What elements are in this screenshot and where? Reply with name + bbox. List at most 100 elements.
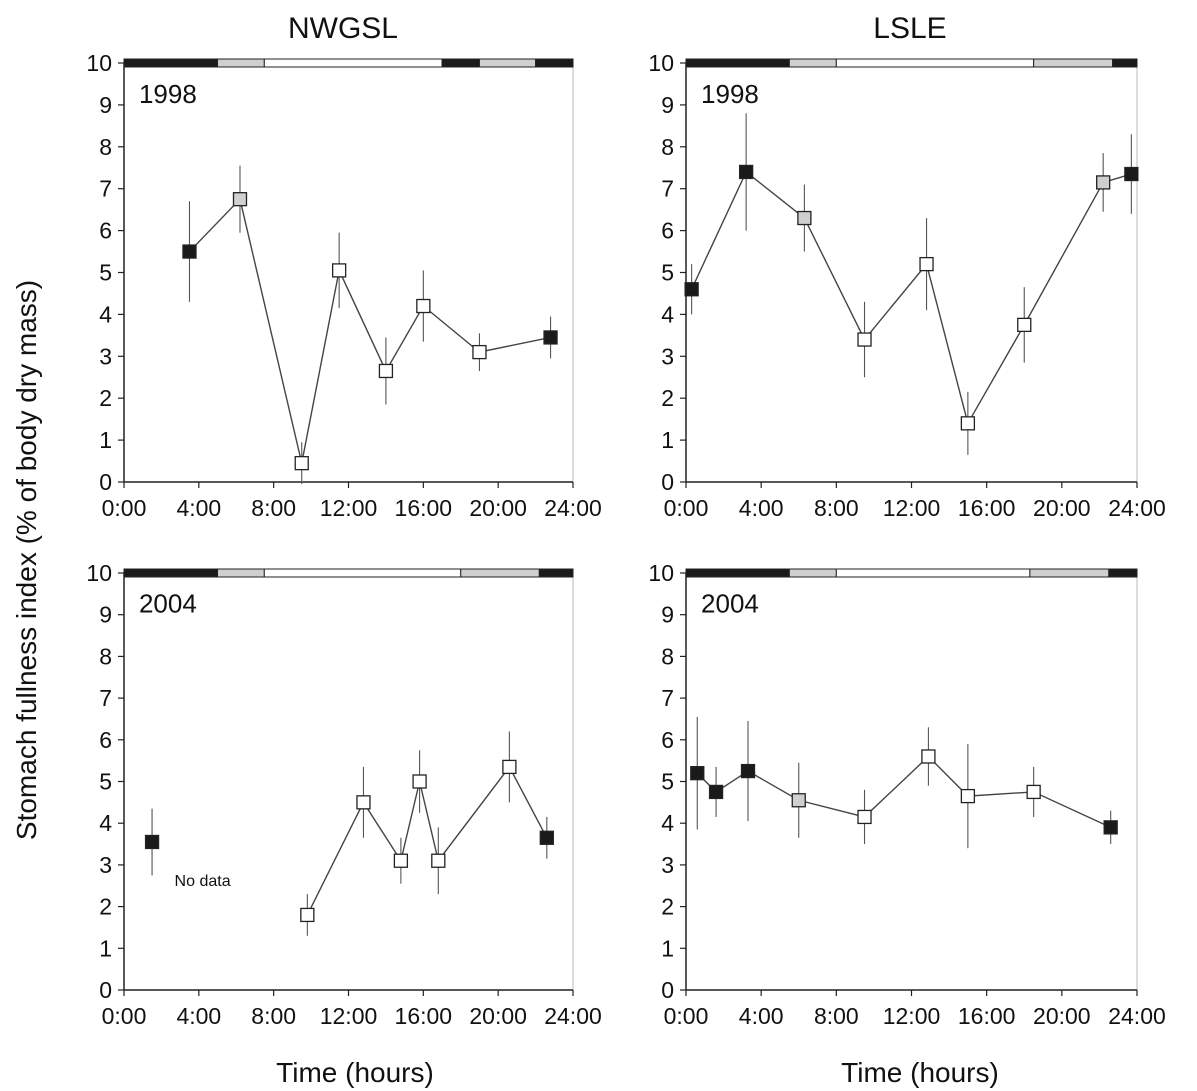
data-point bbox=[740, 165, 753, 178]
data-point bbox=[295, 457, 308, 470]
y-tick-label: 9 bbox=[661, 92, 674, 118]
light-bar-night bbox=[442, 59, 479, 67]
chart-panel-lsle-1998: 0 1 2 3 4 5 6 7 8 9 10 0:00 4:00 8:00 12:00 16:00 20:00 2… bbox=[648, 50, 1165, 521]
data-point bbox=[1104, 821, 1117, 834]
data-point bbox=[920, 258, 933, 271]
x-tick-label: 4:00 bbox=[176, 495, 221, 521]
y-tick-label: 8 bbox=[661, 134, 674, 160]
data-point bbox=[503, 760, 516, 773]
x-tick-label: 16:00 bbox=[395, 1003, 453, 1029]
y-tick-label: 1 bbox=[661, 935, 674, 961]
y-tick-label: 2 bbox=[99, 385, 112, 411]
x-axis-label-left: Time (hours) bbox=[276, 1057, 434, 1088]
light-bar-night bbox=[124, 569, 218, 577]
y-tick-label: 0 bbox=[99, 469, 112, 495]
y-tick-label: 4 bbox=[99, 301, 112, 327]
light-bar-twilight bbox=[1030, 569, 1109, 577]
x-tick-label: 8:00 bbox=[814, 1003, 859, 1029]
data-point bbox=[1097, 176, 1110, 189]
x-tick-label: 12:00 bbox=[883, 495, 941, 521]
y-tick-label: 1 bbox=[99, 935, 112, 961]
data-point bbox=[858, 333, 871, 346]
data-point bbox=[432, 854, 445, 867]
y-tick-label: 6 bbox=[99, 727, 112, 753]
x-tick-label: 24:00 bbox=[544, 1003, 602, 1029]
data-point bbox=[544, 331, 557, 344]
y-tick-label: 10 bbox=[86, 50, 112, 76]
data-point bbox=[961, 790, 974, 803]
y-tick-label: 5 bbox=[99, 769, 112, 795]
x-tick-label: 8:00 bbox=[251, 1003, 296, 1029]
x-tick-label: 20:00 bbox=[1033, 1003, 1091, 1029]
light-bar-night bbox=[1109, 569, 1137, 577]
y-tick-label: 7 bbox=[99, 176, 112, 202]
y-tick-label: 8 bbox=[99, 643, 112, 669]
y-tick-label: 2 bbox=[661, 894, 674, 920]
x-tick-label: 20:00 bbox=[469, 495, 527, 521]
chart-panel-nwgsl-2004: 0 1 2 3 4 5 6 7 8 9 10 0:00 4:00 8:00 12:00 16:00 20:00 2… bbox=[86, 560, 601, 1029]
light-bar-twilight bbox=[218, 59, 265, 67]
data-point bbox=[792, 794, 805, 807]
y-tick-label: 3 bbox=[661, 343, 674, 369]
light-bar-twilight bbox=[218, 569, 265, 577]
x-tick-label: 16:00 bbox=[958, 1003, 1016, 1029]
data-point bbox=[301, 908, 314, 921]
data-point bbox=[922, 750, 935, 763]
y-tick-label: 1 bbox=[99, 427, 112, 453]
light-bar-night bbox=[686, 569, 789, 577]
series-line bbox=[692, 172, 1132, 423]
data-point bbox=[417, 300, 430, 313]
data-point bbox=[798, 212, 811, 225]
y-tick-label: 1 bbox=[661, 427, 674, 453]
series-line bbox=[697, 756, 1110, 827]
light-bar-twilight bbox=[1034, 59, 1113, 67]
x-tick-label: 20:00 bbox=[1033, 495, 1091, 521]
y-tick-label: 6 bbox=[661, 727, 674, 753]
data-point bbox=[233, 193, 246, 206]
data-point bbox=[691, 767, 704, 780]
x-tick-label: 4:00 bbox=[739, 1003, 784, 1029]
data-point bbox=[1018, 318, 1031, 331]
y-tick-label: 10 bbox=[648, 50, 674, 76]
chart-panel-nwgsl-1998: 0 1 2 3 4 5 6 7 8 9 10 0:00 4:00 8:00 12:00 16:00 20:00 2… bbox=[86, 50, 601, 521]
x-tick-label: 12:00 bbox=[320, 495, 378, 521]
y-tick-label: 7 bbox=[661, 685, 674, 711]
y-tick-label: 3 bbox=[661, 852, 674, 878]
column-title-lsle: LSLE bbox=[873, 12, 946, 45]
data-point bbox=[710, 785, 723, 798]
data-point bbox=[357, 796, 370, 809]
year-label: 2004 bbox=[139, 589, 197, 619]
y-tick-label: 6 bbox=[99, 218, 112, 244]
x-tick-label: 0:00 bbox=[664, 495, 709, 521]
light-bar-night bbox=[539, 569, 573, 577]
y-tick-label: 10 bbox=[648, 560, 674, 586]
x-tick-label: 16:00 bbox=[395, 495, 453, 521]
light-bar-twilight bbox=[479, 59, 535, 67]
x-tick-label: 0:00 bbox=[664, 1003, 709, 1029]
y-tick-label: 4 bbox=[661, 301, 674, 327]
data-point bbox=[183, 245, 196, 258]
x-tick-label: 0:00 bbox=[102, 1003, 147, 1029]
x-tick-label: 24:00 bbox=[1108, 1003, 1166, 1029]
y-tick-label: 4 bbox=[661, 810, 674, 836]
y-tick-label: 3 bbox=[99, 852, 112, 878]
year-label: 1998 bbox=[139, 79, 197, 109]
x-tick-label: 8:00 bbox=[814, 495, 859, 521]
y-tick-label: 6 bbox=[661, 218, 674, 244]
y-tick-label: 0 bbox=[661, 469, 674, 495]
light-bar-night bbox=[686, 59, 789, 67]
data-point bbox=[540, 831, 553, 844]
x-tick-label: 12:00 bbox=[883, 1003, 941, 1029]
data-point bbox=[146, 835, 159, 848]
series-line bbox=[189, 199, 550, 463]
light-bar-night bbox=[536, 59, 573, 67]
y-tick-label: 4 bbox=[99, 810, 112, 836]
x-tick-label: 24:00 bbox=[1108, 495, 1166, 521]
y-tick-label: 9 bbox=[661, 602, 674, 628]
chart-panel-lsle-2004: 0 1 2 3 4 5 6 7 8 9 10 0:00 4:00 8:00 12:00 16:00 20:00 2… bbox=[648, 560, 1165, 1029]
x-tick-label: 8:00 bbox=[251, 495, 296, 521]
x-tick-label: 4:00 bbox=[739, 495, 784, 521]
y-tick-label: 3 bbox=[99, 343, 112, 369]
x-tick-label: 24:00 bbox=[544, 495, 602, 521]
